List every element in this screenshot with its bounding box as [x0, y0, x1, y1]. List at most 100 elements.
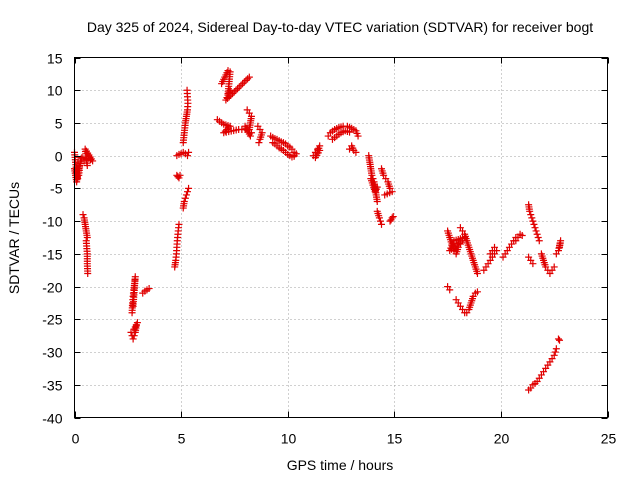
data-point: [528, 214, 536, 222]
data-point: [130, 332, 138, 340]
data-point: [225, 93, 233, 101]
x-tick-label: 20: [494, 431, 510, 447]
data-point: [373, 198, 381, 205]
data-point: [446, 286, 454, 294]
data-point: [346, 128, 354, 136]
data-point: [222, 96, 230, 104]
data-point: [230, 88, 238, 96]
data-point: [556, 336, 564, 344]
data-point: [145, 285, 153, 293]
data-point: [176, 171, 184, 179]
data-point: [129, 302, 137, 310]
data-point: [181, 194, 189, 202]
data-point: [493, 247, 501, 255]
chart-title: Day 325 of 2024, Sidereal Day-to-day VTE…: [87, 19, 593, 35]
data-point: [533, 230, 541, 238]
data-point: [241, 122, 249, 130]
data-point: [183, 188, 191, 196]
data-point: [242, 76, 250, 84]
data-point: [183, 86, 191, 94]
data-point: [244, 75, 252, 83]
data-point: [530, 220, 538, 228]
data-point: [129, 335, 137, 343]
x-tick-label: 10: [281, 431, 297, 447]
data-point: [183, 152, 191, 160]
data-point: [529, 260, 537, 268]
plot-frame: [74, 57, 608, 418]
x-tick-label: 15: [387, 431, 403, 447]
data-point: [316, 146, 324, 154]
y-tick-label: 0: [55, 149, 63, 165]
data-point: [224, 94, 232, 102]
x-tick-label: 0: [72, 431, 80, 447]
data-point: [518, 232, 526, 240]
data-point: [527, 211, 535, 219]
y-axis-label: SDTVAR / TECUs: [6, 182, 22, 294]
data-point: [389, 213, 397, 221]
data-point: [83, 234, 91, 241]
data-point: [552, 345, 560, 353]
data-point: [239, 80, 247, 88]
y-tick-label: -20: [42, 280, 62, 296]
data-point: [381, 191, 389, 199]
data-point: [378, 220, 386, 228]
data-point: [354, 132, 362, 140]
y-tick-label: -30: [42, 345, 62, 361]
x-axis-label: GPS time / hours: [287, 457, 394, 473]
data-point: [532, 227, 540, 235]
axis-layer: [74, 57, 608, 418]
data-point: [526, 207, 534, 215]
data-point: [245, 73, 253, 81]
data-point: [352, 148, 360, 156]
data-point: [375, 214, 383, 222]
data-point: [256, 135, 264, 143]
y-tick-label: -10: [42, 214, 62, 230]
data-point: [473, 288, 481, 296]
data-point: [554, 335, 562, 343]
y-tick-label: -25: [42, 312, 62, 328]
data-point: [550, 351, 558, 359]
x-tick-label: 25: [601, 431, 617, 447]
data-point: [376, 217, 384, 225]
data-point: [182, 191, 190, 199]
data-point: [229, 90, 237, 97]
data-point: [534, 234, 542, 241]
data-point: [255, 139, 263, 147]
data-point: [531, 224, 539, 232]
y-tick-label: 10: [47, 83, 63, 99]
data-point: [237, 81, 245, 89]
y-tick-label: -35: [42, 378, 62, 394]
data-point: [226, 122, 234, 130]
data-point: [83, 162, 91, 169]
data-point: [535, 237, 543, 245]
data-point: [130, 325, 138, 333]
x-tick-label: 5: [178, 431, 186, 447]
data-point: [473, 270, 481, 277]
data-point: [185, 148, 193, 156]
data-point: [551, 348, 559, 356]
data-point: [550, 263, 558, 271]
y-tick-label: -15: [42, 247, 62, 263]
data-point: [240, 78, 248, 86]
data-point: [234, 85, 242, 93]
data-point: [290, 152, 298, 160]
data-point: [556, 243, 564, 251]
data-point: [529, 217, 537, 225]
y-tick-label: 5: [55, 116, 63, 132]
data-point: [373, 183, 381, 191]
data-point: [79, 211, 87, 219]
data-point: [84, 270, 92, 277]
data-point: [180, 198, 188, 205]
tick-layer: 0 5 10 15 20 25 15 10 5 0 -5 -10 -15 -20 -25 -30 -35 -40: [42, 51, 616, 447]
points-layer: [71, 67, 565, 394]
data-point: [235, 83, 243, 91]
data-point: [388, 214, 396, 222]
data-point: [185, 184, 193, 192]
y-tick-label: -40: [42, 411, 62, 427]
grid-layer: [74, 57, 608, 418]
data-point: [227, 91, 235, 99]
data-point: [232, 86, 240, 94]
y-tick-label: 15: [47, 51, 63, 67]
